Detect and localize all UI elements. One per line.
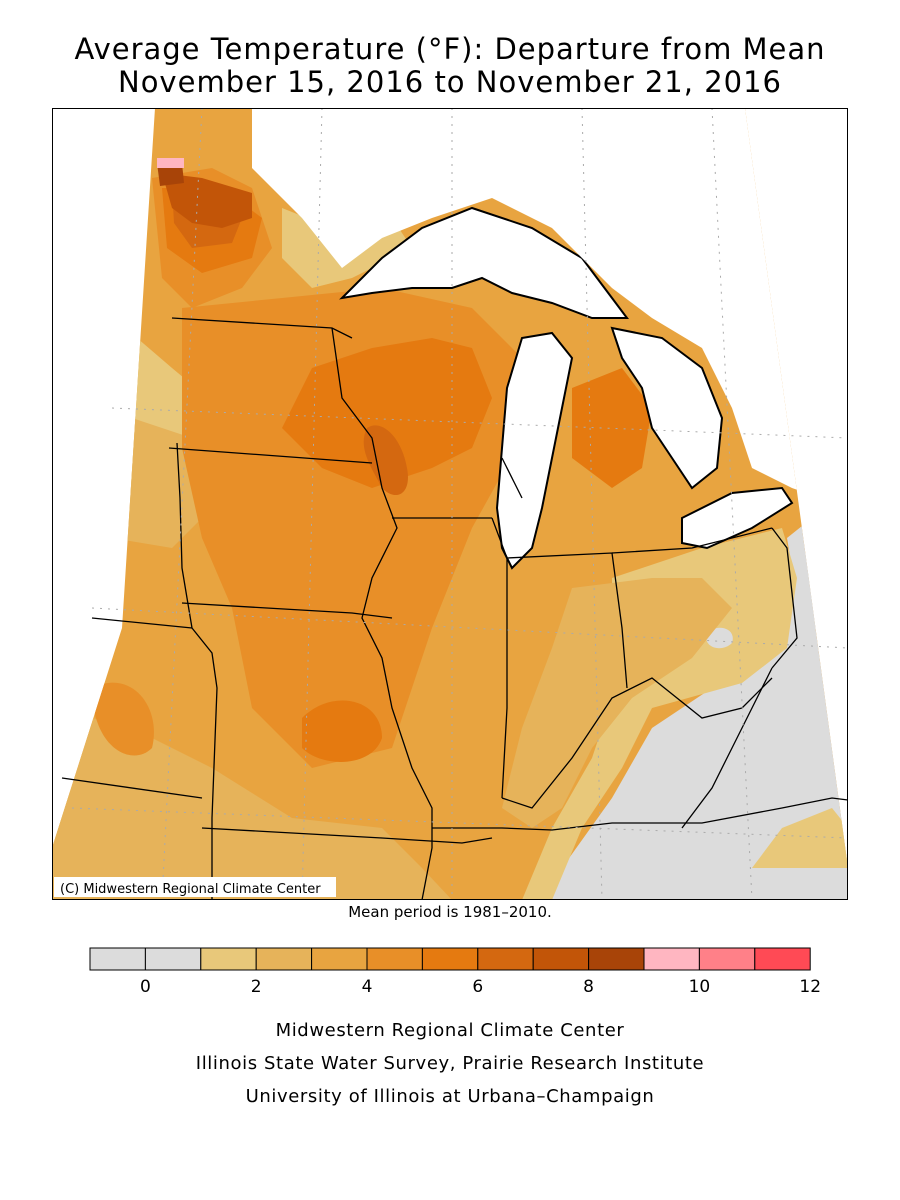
legend-tick-label: 4 — [362, 977, 373, 997]
legend-tick-label: 6 — [472, 977, 483, 997]
color-legend: 0 2 4 6 8 10 12 — [89, 947, 820, 997]
border-mississippi — [331, 327, 433, 900]
legend-swatch — [698, 947, 756, 971]
legend-tick-label: 2 — [251, 977, 262, 997]
band-4-5-southwest — [92, 682, 154, 756]
legend-swatch — [89, 947, 146, 971]
band-1-2-southeast-corner — [752, 808, 848, 868]
band-2-3-southwest — [52, 708, 452, 900]
border-wv-va — [681, 667, 773, 829]
border-il-in — [491, 517, 508, 799]
temperature-departure-map: (C) Midwestern Regional Climate Center — [52, 108, 848, 900]
border-sd-ia — [168, 447, 373, 464]
legend-swatch — [366, 947, 423, 971]
state-borders — [61, 317, 848, 900]
mean-period-note: Mean period is 1981–2010. — [348, 903, 552, 921]
lake-erie — [681, 486, 794, 550]
graticule — [71, 108, 848, 900]
border-ohio-river — [501, 677, 773, 809]
border-ia-mo — [181, 602, 393, 619]
band-below-1-ohio-pocket — [706, 627, 733, 649]
credit-line-1: Midwestern Regional Climate Center — [275, 1020, 625, 1041]
credit-line-3: University of Illinois at Urbana–Champai… — [245, 1086, 655, 1107]
legend-boxes — [89, 947, 811, 971]
border-ne-ks — [91, 617, 193, 629]
legend-swatch — [532, 947, 590, 971]
border-oh-pa — [771, 527, 798, 669]
border-ks-ok — [61, 777, 203, 799]
band-7-8-northwest — [162, 173, 252, 228]
legend-swatch — [200, 947, 257, 971]
lake-huron — [610, 326, 724, 490]
legend-tick-label: 0 — [140, 977, 151, 997]
canada-region — [252, 108, 848, 508]
legend-tick-label: 8 — [583, 977, 594, 997]
lake-michigan — [495, 331, 574, 570]
border-in-oh — [506, 552, 628, 689]
map-title-line2: November 15, 2016 to November 21, 2016 — [118, 65, 782, 99]
border-ky-tn — [432, 797, 848, 831]
copyright-text: (C) Midwestern Regional Climate Center — [60, 882, 321, 897]
band-5-6-missouri — [302, 700, 382, 762]
map-fill-layer — [52, 108, 848, 900]
band-5-6-michigan — [572, 368, 652, 488]
copyright-box — [54, 877, 336, 897]
lake-superior — [339, 206, 629, 319]
border-mo-ar — [201, 827, 493, 844]
legend-swatch — [643, 947, 700, 971]
legend-swatch — [477, 947, 534, 971]
legend-swatch — [588, 947, 645, 971]
legend-swatch — [311, 947, 368, 971]
border-mi-in — [501, 457, 523, 499]
band-5-6-wisconsin — [282, 338, 492, 488]
border-ne-ia-mo — [176, 442, 218, 900]
legend-tick-label: 10 — [689, 977, 711, 997]
map-title-line1: Average Temperature (°F): Departure from… — [74, 32, 826, 66]
legend-swatch — [754, 947, 811, 971]
legend-swatch — [421, 947, 479, 971]
legend-swatch — [255, 947, 313, 971]
legend-ticks: 0 2 4 6 8 10 12 — [140, 977, 820, 997]
legend-tick-label: 12 — [799, 977, 820, 997]
band-8-9-northwest-corner — [157, 163, 184, 186]
credit-line-2: Illinois State Water Survey, Prairie Res… — [195, 1053, 705, 1074]
band-6-7-minnesota-iowa — [363, 425, 408, 496]
border-mi-oh — [611, 527, 773, 554]
band-9-10-northwest-corner — [157, 158, 184, 168]
legend-swatch — [144, 947, 202, 971]
band-1-2-east — [522, 528, 797, 900]
band-2-3-east — [502, 578, 732, 828]
